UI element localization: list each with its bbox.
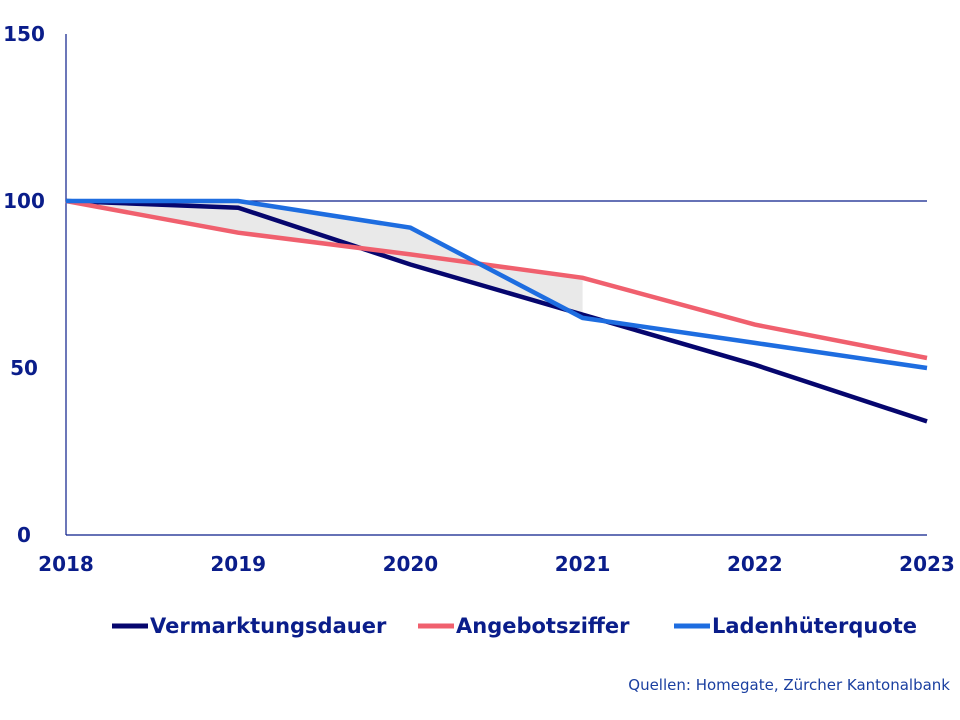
- legend-item: Vermarktungsdauer: [112, 614, 387, 638]
- legend-label: Ladenhüterquote: [712, 614, 917, 638]
- shaded-band: [66, 201, 583, 318]
- source-note: Quellen: Homegate, Zürcher Kantonalbank: [628, 676, 950, 694]
- x-tick-label: 2022: [727, 552, 783, 576]
- series-line-3: [66, 198, 928, 371]
- x-tick-label: 2019: [210, 552, 266, 576]
- y-tick-label: 100: [3, 189, 45, 213]
- y-tick-label: 50: [10, 356, 38, 380]
- legend-label: Vermarktungsdauer: [150, 614, 387, 638]
- shaded-area: [66, 201, 583, 318]
- series-line-1: [65, 198, 928, 424]
- y-tick-label: 150: [3, 22, 45, 46]
- y-tick-label: 0: [17, 523, 31, 547]
- x-tick-label: 2021: [555, 552, 611, 576]
- series-line-2: [65, 198, 928, 361]
- legend-label: Angebotsziffer: [456, 614, 630, 638]
- x-tick-label: 2018: [38, 552, 94, 576]
- series-lines: [65, 198, 928, 424]
- legend: Vermarktungsdauer Angebotsziffer Ladenhüte…: [112, 614, 917, 638]
- legend-item: Ladenhüterquote: [674, 614, 917, 638]
- x-tick-label: 2023: [899, 552, 955, 576]
- legend-item: Angebotsziffer: [418, 614, 630, 638]
- x-tick-label: 2020: [383, 552, 439, 576]
- tick-labels: 0 50 100 150 2018 2019 2020 2021 2022 2023: [3, 22, 955, 576]
